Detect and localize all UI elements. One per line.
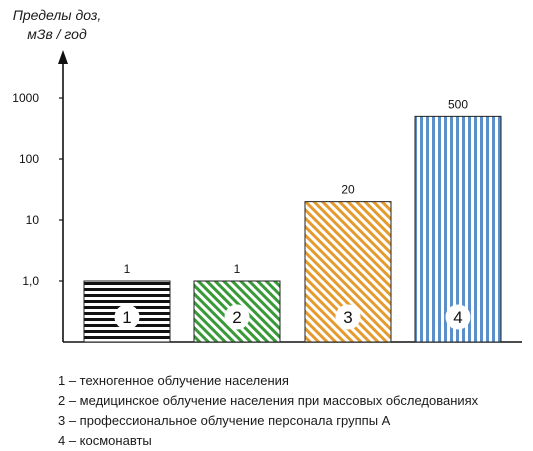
y-tick-label-1: 10 — [26, 213, 40, 227]
bar-chart: 1,0 10 100 1000 1 1 1 2 20 3 500 4 — [12, 50, 522, 343]
bar-number-3: 3 — [343, 308, 352, 327]
bar-badge-4 — [445, 304, 471, 330]
bar-4 — [414, 115, 502, 343]
legend-item-2: 2 – медицинское облучение населения при … — [58, 393, 479, 408]
y-axis-arrow — [58, 50, 68, 64]
bar-badge-1 — [114, 304, 140, 330]
value-label-2: 1 — [234, 262, 241, 276]
y-tick-label-3: 1000 — [12, 91, 39, 105]
legend: 1 – техногенное облучение населения 2 – … — [58, 371, 478, 451]
y-tick-label-2: 100 — [19, 152, 39, 166]
bar-number-4: 4 — [453, 308, 462, 327]
value-label-3: 20 — [341, 183, 355, 197]
y-axis-label: Пределы доз, мЗв / год — [12, 7, 102, 42]
y-tick-label-0: 1,0 — [22, 274, 39, 288]
legend-item-4: 4 – космонавты — [58, 433, 152, 448]
legend-item-1: 1 – техногенное облучение населения — [58, 373, 289, 388]
legend-item-3: 3 – профессиональное облучение персонала… — [58, 413, 391, 428]
value-label-1: 1 — [124, 262, 131, 276]
bar-badge-2 — [224, 304, 250, 330]
bar-number-2: 2 — [232, 308, 241, 327]
value-label-4: 500 — [448, 97, 468, 111]
bar-badge-3 — [335, 304, 361, 330]
bar-number-1: 1 — [122, 308, 131, 327]
